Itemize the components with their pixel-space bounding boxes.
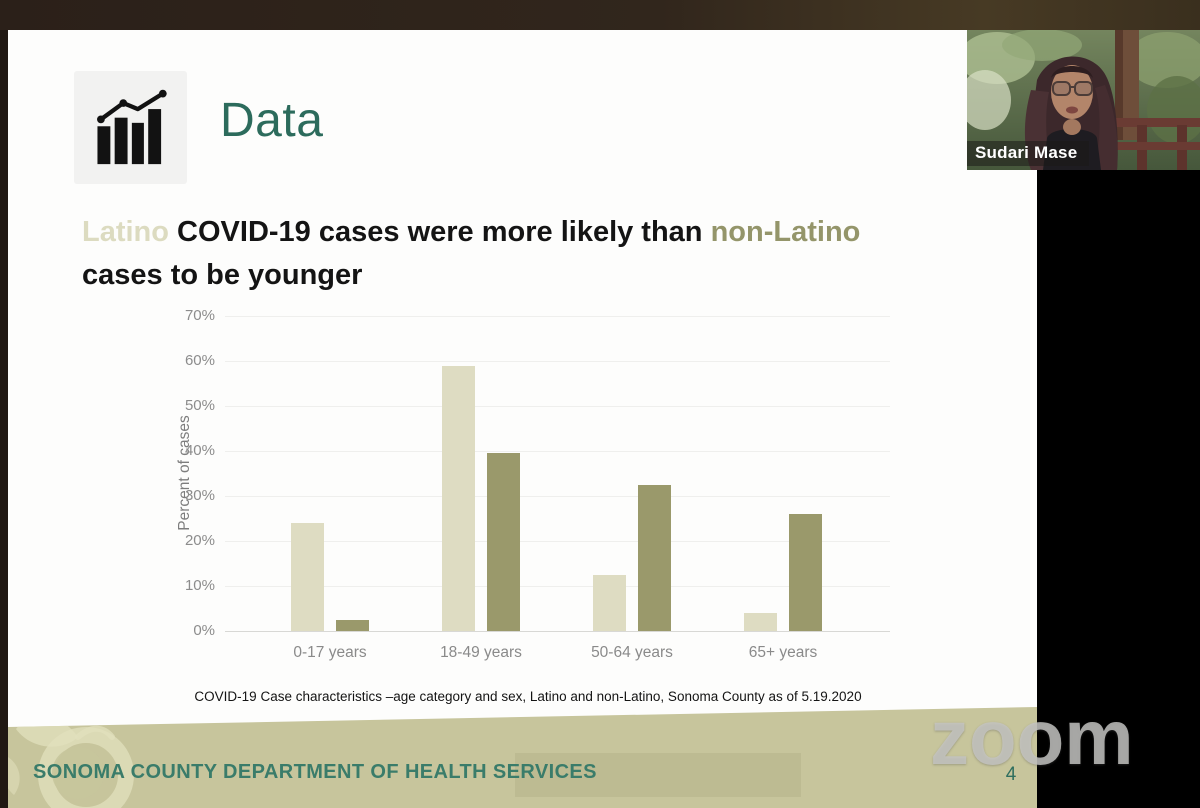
gridline <box>225 315 890 317</box>
y-tick-label: 70% <box>184 307 215 324</box>
zoom-watermark: zoom <box>930 693 1134 781</box>
participant-name-label: Sudari Mase <box>967 141 1090 166</box>
chart-y-axis-label: Percent of cases <box>176 415 193 531</box>
gridline <box>225 540 890 542</box>
bar-non-latino-50-64-years <box>638 484 671 631</box>
presentation-slide: Data Latino COVID-19 cases were more lik… <box>8 30 1037 808</box>
x-axis-line <box>225 630 890 632</box>
gridline <box>225 450 890 452</box>
footer-organization: SONOMA COUNTY DEPARTMENT OF HEALTH SERVI… <box>33 761 597 783</box>
gridline <box>225 585 890 587</box>
speaker-video-scene <box>967 30 1200 170</box>
gridline <box>225 360 890 362</box>
y-tick-label: 30% <box>184 487 215 504</box>
x-category-label: 18-49 years <box>440 644 522 661</box>
bar-chart-icon <box>74 71 187 184</box>
bar-latino-0-17-years <box>291 523 324 631</box>
slide-heading: Latino COVID-19 cases were more likely t… <box>82 211 912 297</box>
chart-plot: 70% 60% 50% 40% 30% 20% 10% 0% 0-17 years 18-49 y… <box>185 307 890 661</box>
y-tick-label: 40% <box>184 442 215 459</box>
bar-latino-50-64-years <box>593 574 626 631</box>
y-tick-label: 60% <box>184 352 215 369</box>
county-logo-watermark <box>8 716 134 808</box>
bar-latino-18-49-years <box>442 365 475 631</box>
x-category-label: 65+ years <box>748 644 818 661</box>
bar-non-latino-0-17-years <box>336 619 369 631</box>
y-tick-label: 20% <box>184 532 215 549</box>
x-category-label: 50-64 years <box>591 644 673 661</box>
heading-middle: COVID-19 cases were more likely than <box>169 216 711 248</box>
heading-latino: Latino <box>82 216 169 248</box>
y-tick-label: 10% <box>184 577 215 594</box>
window-top-bar <box>0 0 1200 30</box>
slide-title: Data <box>220 94 324 147</box>
y-tick-label: 0% <box>193 622 215 639</box>
footer-band: SONOMA COUNTY DEPARTMENT OF HEALTH SERVI… <box>8 707 1037 808</box>
gridline <box>225 495 890 497</box>
slide-page-number: 4 <box>1005 764 1017 785</box>
bar-non-latino-18-49-years <box>487 453 520 631</box>
speaker-video-tile[interactable]: Sudari Mase <box>967 30 1200 170</box>
heading-end: cases to be younger <box>82 259 363 291</box>
x-category-label: 0-17 years <box>293 644 367 661</box>
footer-blurred-block <box>515 753 801 797</box>
bar-non-latino-65-years <box>789 514 822 631</box>
left-edge-strip <box>0 30 8 808</box>
gridline <box>225 405 890 407</box>
bar-latino-65-years <box>744 613 777 631</box>
heading-non-latino: non-Latino <box>710 216 861 248</box>
chart-caption: COVID-19 Case characteristics –age categ… <box>194 689 862 704</box>
y-tick-label: 50% <box>184 397 215 414</box>
